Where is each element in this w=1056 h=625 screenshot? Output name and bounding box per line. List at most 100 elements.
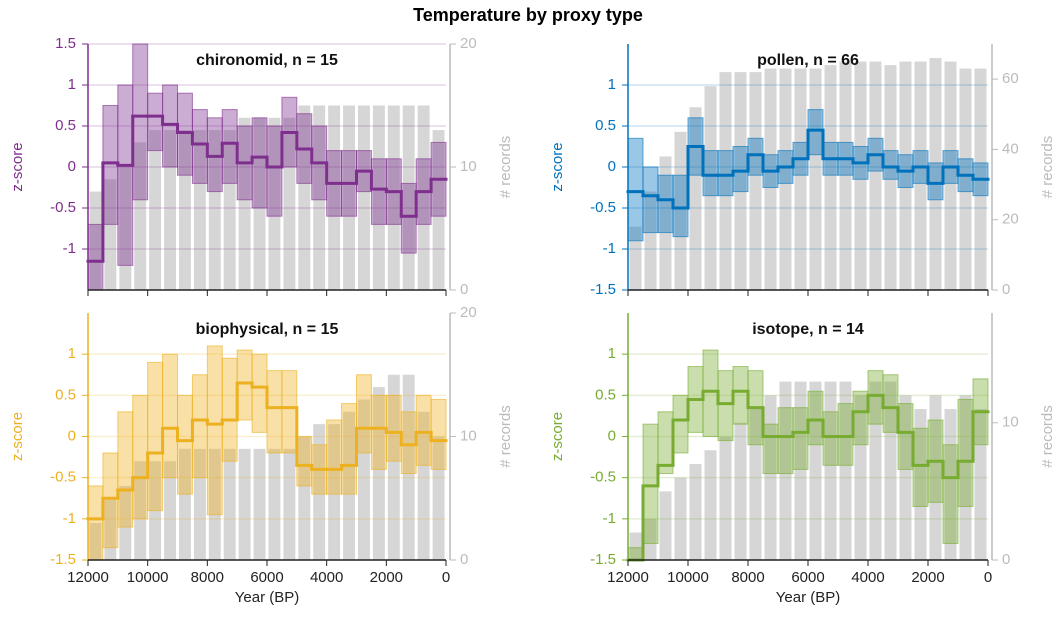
uncertainty-box [807, 390, 824, 446]
panel-title: biophysical, n = 15 [196, 321, 339, 338]
panel-title: chironomid, n = 15 [196, 52, 338, 69]
y2-axis-label: # records [497, 405, 514, 468]
records-bar [313, 424, 326, 560]
y2-tick-label: 0 [1002, 551, 1010, 568]
y2-tick-label: 0 [1002, 281, 1010, 298]
uncertainty-box [206, 117, 223, 193]
records-bar [719, 436, 732, 560]
y2-tick-label: 20 [460, 304, 477, 321]
x-tick-label: 12000 [67, 569, 109, 586]
records-bar [134, 142, 147, 290]
records-bar [283, 448, 296, 560]
records-bar [959, 68, 972, 290]
records-bar [372, 105, 385, 290]
records-bar [343, 411, 355, 560]
uncertainty-box [627, 137, 644, 242]
records-bar [387, 105, 400, 290]
records-bar [899, 395, 912, 560]
x-axis-label: Year (BP) [776, 589, 840, 606]
records-bar [839, 381, 852, 560]
y-tick-label: -1 [63, 510, 76, 527]
records-bar [629, 532, 642, 560]
y-tick-label: -0.5 [50, 469, 76, 486]
y2-tick-label: 10 [460, 158, 477, 175]
uncertainty-box [296, 436, 313, 487]
uncertainty-box [762, 423, 779, 475]
records-bar [944, 61, 957, 291]
x-axis-label: Year (BP) [235, 589, 299, 606]
uncertainty-box [251, 117, 268, 209]
y-tick-label: -1.5 [50, 551, 76, 568]
uncertainty-box [717, 370, 734, 442]
y-tick-label: -1 [603, 240, 616, 257]
x-tick-label: 0 [984, 569, 992, 586]
records-bar [417, 411, 430, 560]
records-bar [794, 381, 807, 560]
records-bar [223, 130, 236, 290]
records-bar [238, 448, 251, 560]
records-bar [193, 130, 206, 290]
records-bar [89, 522, 102, 560]
records-bar [914, 61, 927, 291]
x-tick-label: 2000 [370, 569, 403, 586]
uncertainty-box [102, 452, 119, 549]
records-bar [343, 105, 355, 290]
y-tick-label: -0.5 [590, 199, 616, 216]
uncertainty-box [87, 223, 104, 291]
records-bar [974, 409, 987, 560]
records-bar [899, 61, 912, 291]
x-tick-label: 2000 [911, 569, 944, 586]
y-tick-label: 0.5 [55, 386, 76, 403]
records-bar [659, 156, 672, 290]
records-bar [869, 61, 882, 291]
records-bar [358, 105, 370, 290]
uncertainty-box [117, 411, 134, 528]
records-bar [432, 130, 445, 290]
uncertainty-box [132, 394, 149, 520]
uncertainty-box [341, 403, 358, 495]
y2-tick-label: 0 [460, 551, 468, 568]
uncertainty-box [837, 403, 854, 466]
records-bar [689, 107, 702, 290]
uncertainty-box [251, 353, 268, 433]
uncertainty-box [356, 374, 372, 454]
records-bar [164, 461, 176, 560]
x-tick-label: 4000 [310, 569, 343, 586]
uncertainty-box [672, 394, 689, 454]
records-bar [674, 477, 687, 560]
records-bar [104, 498, 117, 560]
records-bar [929, 58, 942, 290]
uncertainty-box [162, 84, 178, 168]
records-bar [328, 105, 341, 290]
records-bar [884, 381, 897, 560]
y-tick-label: -1.5 [590, 551, 616, 568]
records-bar [959, 395, 972, 560]
y2-tick-label: 20 [460, 35, 477, 52]
y-tick-label: 0 [68, 427, 76, 444]
x-tick-label: 0 [442, 569, 450, 586]
uncertainty-box [657, 174, 674, 234]
records-bar [779, 68, 792, 290]
x-tick-label: 4000 [851, 569, 884, 586]
records-bar [104, 179, 117, 290]
y-tick-label: 0 [608, 158, 616, 175]
y2-tick-label: 40 [1002, 140, 1019, 157]
uncertainty-box [897, 403, 914, 470]
uncertainty-box [672, 174, 689, 238]
y-tick-label: 0 [68, 158, 76, 175]
y2-axis-label: # records [1039, 136, 1056, 199]
records-bar [298, 436, 311, 560]
y2-tick-label: 10 [1002, 414, 1019, 431]
records-bar [149, 130, 162, 290]
y2-axis-label: # records [497, 136, 514, 199]
uncertainty-box [807, 109, 824, 156]
records-bar [734, 422, 747, 560]
y-tick-label: 1 [68, 345, 76, 362]
records-bar [402, 105, 415, 290]
records-bar [839, 61, 852, 291]
panel-title: isotope, n = 14 [752, 321, 864, 338]
uncertainty-box [957, 398, 974, 507]
records-bar [809, 381, 822, 560]
records-bar [929, 395, 942, 560]
